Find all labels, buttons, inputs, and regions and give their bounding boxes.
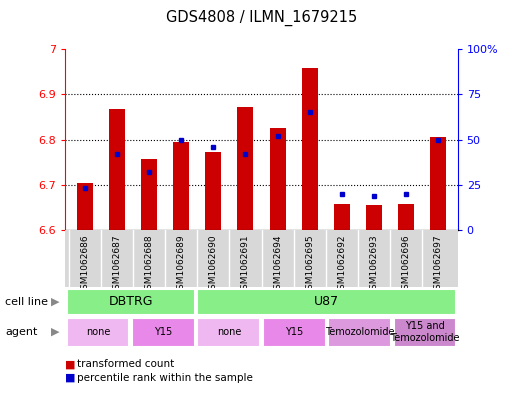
Text: GSM1062692: GSM1062692 (337, 235, 346, 295)
Text: GSM1062695: GSM1062695 (305, 235, 314, 295)
Bar (269, 128, 286, 230)
Text: Y15: Y15 (154, 327, 173, 337)
Text: GSM1062689: GSM1062689 (177, 235, 186, 295)
Text: ■: ■ (65, 373, 76, 383)
Text: GSM1062696: GSM1062696 (402, 235, 411, 295)
Text: cell line: cell line (5, 297, 48, 307)
Text: Y15 and
Temozolomide: Y15 and Temozolomide (390, 321, 460, 343)
Text: GSM1062691: GSM1062691 (241, 235, 250, 295)
Text: U87: U87 (314, 295, 339, 308)
Text: ■: ■ (65, 359, 76, 369)
Bar (393, 318, 456, 347)
Text: ▶: ▶ (51, 297, 59, 307)
Bar (366, 205, 382, 230)
Bar (67, 318, 129, 347)
Text: GSM1062693: GSM1062693 (370, 235, 379, 295)
Bar (430, 137, 446, 230)
Bar (334, 204, 350, 230)
Text: none: none (86, 327, 110, 337)
Bar (263, 318, 325, 347)
Bar (198, 288, 456, 314)
Text: GSM1062687: GSM1062687 (112, 235, 121, 295)
Bar (237, 107, 254, 230)
Text: agent: agent (5, 327, 38, 337)
Bar (132, 318, 195, 347)
Text: GSM1062690: GSM1062690 (209, 235, 218, 295)
Text: Temozolomide: Temozolomide (325, 327, 394, 337)
Text: none: none (217, 327, 241, 337)
Bar (67, 288, 195, 314)
Bar (198, 318, 260, 347)
Bar (141, 159, 157, 230)
Text: percentile rank within the sample: percentile rank within the sample (77, 373, 253, 383)
Text: Y15: Y15 (285, 327, 303, 337)
Bar (173, 142, 189, 230)
Text: ▶: ▶ (51, 327, 59, 337)
Text: DBTRG: DBTRG (108, 295, 153, 308)
Text: transformed count: transformed count (77, 359, 175, 369)
Bar (205, 152, 221, 230)
Bar (328, 318, 391, 347)
Bar (302, 68, 318, 230)
Text: GSM1062688: GSM1062688 (144, 235, 153, 295)
Text: GSM1062697: GSM1062697 (434, 235, 443, 295)
Text: GSM1062686: GSM1062686 (80, 235, 89, 295)
Bar (398, 204, 414, 230)
Bar (109, 109, 125, 230)
Text: GDS4808 / ILMN_1679215: GDS4808 / ILMN_1679215 (166, 10, 357, 26)
Bar (77, 184, 93, 230)
Text: GSM1062694: GSM1062694 (273, 235, 282, 295)
